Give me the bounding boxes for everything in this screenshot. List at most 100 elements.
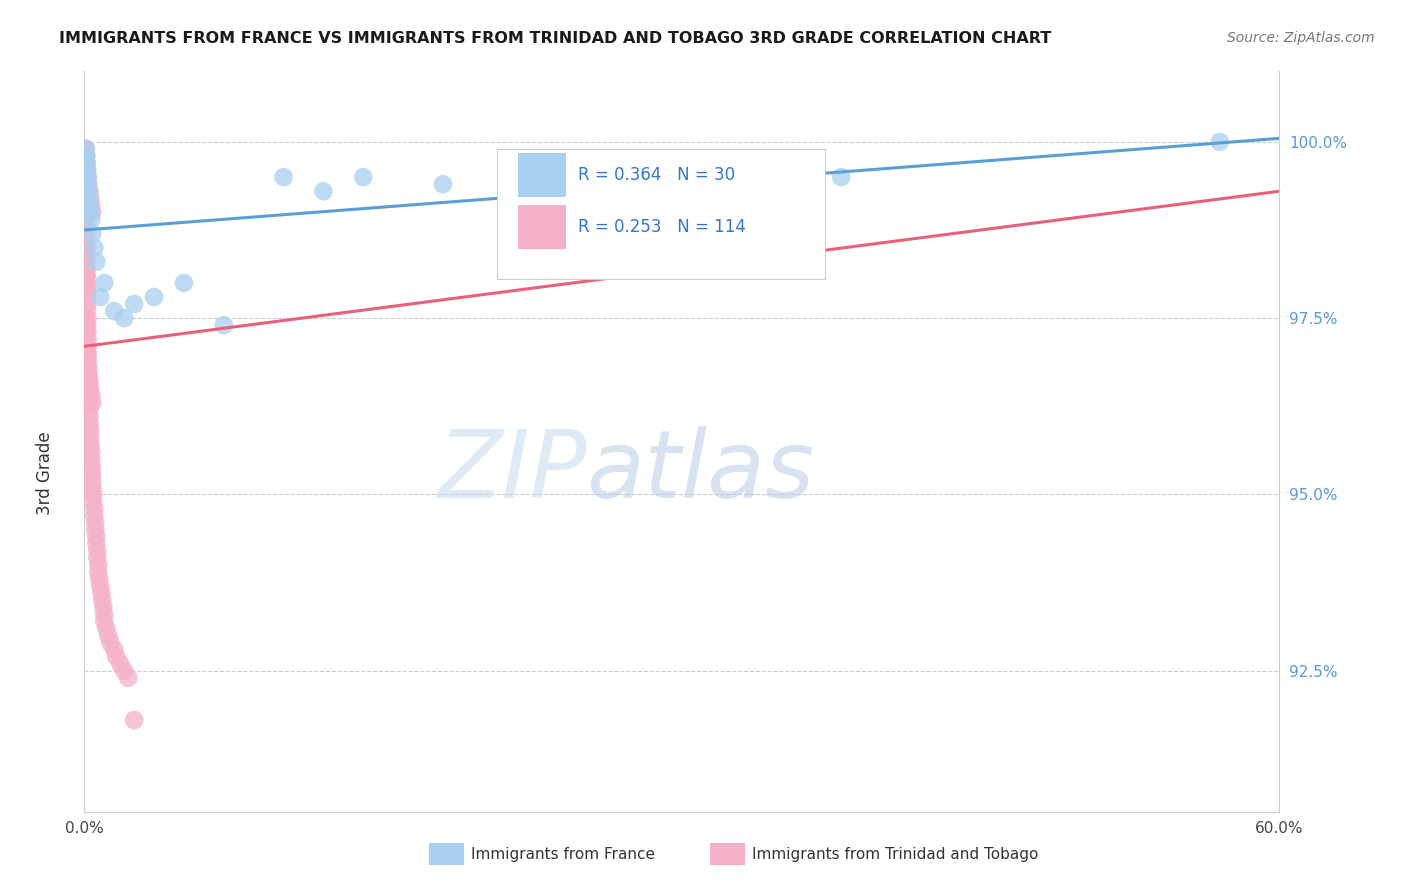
Point <box>273 170 295 185</box>
Point <box>76 353 98 368</box>
Point <box>79 375 101 389</box>
Point <box>75 156 97 170</box>
Point <box>75 163 97 178</box>
Point <box>77 389 100 403</box>
Point <box>75 276 97 290</box>
Point <box>80 198 103 212</box>
Point <box>312 184 335 198</box>
Point <box>98 635 121 649</box>
Point <box>512 170 534 185</box>
Point <box>89 579 111 593</box>
Point <box>75 177 97 191</box>
Point <box>91 593 114 607</box>
Point <box>77 346 100 360</box>
Point <box>76 283 98 297</box>
Point <box>76 311 98 326</box>
Point <box>86 544 108 558</box>
Point <box>830 170 852 185</box>
Point <box>75 149 97 163</box>
Point <box>86 537 108 551</box>
Point <box>75 212 97 227</box>
Point <box>75 318 97 333</box>
Point <box>82 487 104 501</box>
Point <box>83 508 105 523</box>
Point <box>75 198 97 212</box>
Point <box>112 311 135 326</box>
Point <box>76 261 98 276</box>
Point <box>84 516 107 530</box>
Point <box>75 156 97 170</box>
Point <box>76 163 98 178</box>
Point <box>82 480 104 494</box>
Point <box>103 304 125 318</box>
Point <box>76 283 98 297</box>
Point <box>76 304 98 318</box>
Text: Source: ZipAtlas.com: Source: ZipAtlas.com <box>1227 31 1375 45</box>
Point <box>75 149 97 163</box>
Point <box>77 375 100 389</box>
Point <box>83 501 105 516</box>
Point <box>75 261 97 276</box>
Point <box>86 550 108 565</box>
Point <box>77 353 100 368</box>
Point <box>76 170 98 185</box>
Point <box>76 325 98 339</box>
Bar <box>519 153 567 197</box>
Point <box>110 657 132 671</box>
Text: R = 0.253   N = 114: R = 0.253 N = 114 <box>578 218 745 235</box>
Point <box>173 276 195 290</box>
Text: Immigrants from Trinidad and Tobago: Immigrants from Trinidad and Tobago <box>752 847 1039 862</box>
Point <box>117 671 139 685</box>
Point <box>79 396 101 410</box>
Point <box>432 177 454 191</box>
Point <box>75 149 97 163</box>
Point <box>671 184 693 198</box>
Point <box>75 248 97 262</box>
Point <box>89 572 111 586</box>
FancyBboxPatch shape <box>496 149 825 278</box>
Point <box>75 254 97 268</box>
Point <box>77 184 100 198</box>
Point <box>79 382 101 396</box>
Point <box>79 417 101 431</box>
Point <box>93 615 115 629</box>
Point <box>86 254 108 268</box>
Point <box>76 332 98 346</box>
Point <box>143 290 166 304</box>
Point <box>79 205 101 219</box>
Point <box>105 649 128 664</box>
Text: IMMIGRANTS FROM FRANCE VS IMMIGRANTS FROM TRINIDAD AND TOBAGO 3RD GRADE CORRELAT: IMMIGRANTS FROM FRANCE VS IMMIGRANTS FRO… <box>59 31 1052 46</box>
Point <box>97 628 120 642</box>
Point <box>76 184 98 198</box>
Point <box>75 170 97 185</box>
Point <box>90 586 112 600</box>
Point <box>76 254 98 268</box>
Point <box>75 248 97 262</box>
Point <box>77 177 100 191</box>
Point <box>1209 135 1232 149</box>
Point <box>77 368 100 382</box>
Point <box>79 409 101 424</box>
Text: atlas: atlas <box>586 425 814 516</box>
Point <box>75 170 97 185</box>
Point <box>122 297 145 311</box>
Point <box>75 163 97 178</box>
Point <box>75 142 97 156</box>
Point <box>76 163 98 178</box>
Point <box>75 142 97 156</box>
Point <box>75 227 97 241</box>
Bar <box>519 204 567 249</box>
Point <box>93 276 115 290</box>
Point <box>87 558 110 572</box>
Point <box>75 346 97 360</box>
Point <box>82 205 104 219</box>
Point <box>82 494 104 508</box>
Text: ZIP: ZIP <box>437 425 586 516</box>
Point <box>77 382 100 396</box>
Point <box>82 467 104 481</box>
Point <box>89 290 111 304</box>
Point <box>76 297 98 311</box>
Point <box>76 177 98 191</box>
Point <box>112 664 135 678</box>
Point <box>80 445 103 459</box>
